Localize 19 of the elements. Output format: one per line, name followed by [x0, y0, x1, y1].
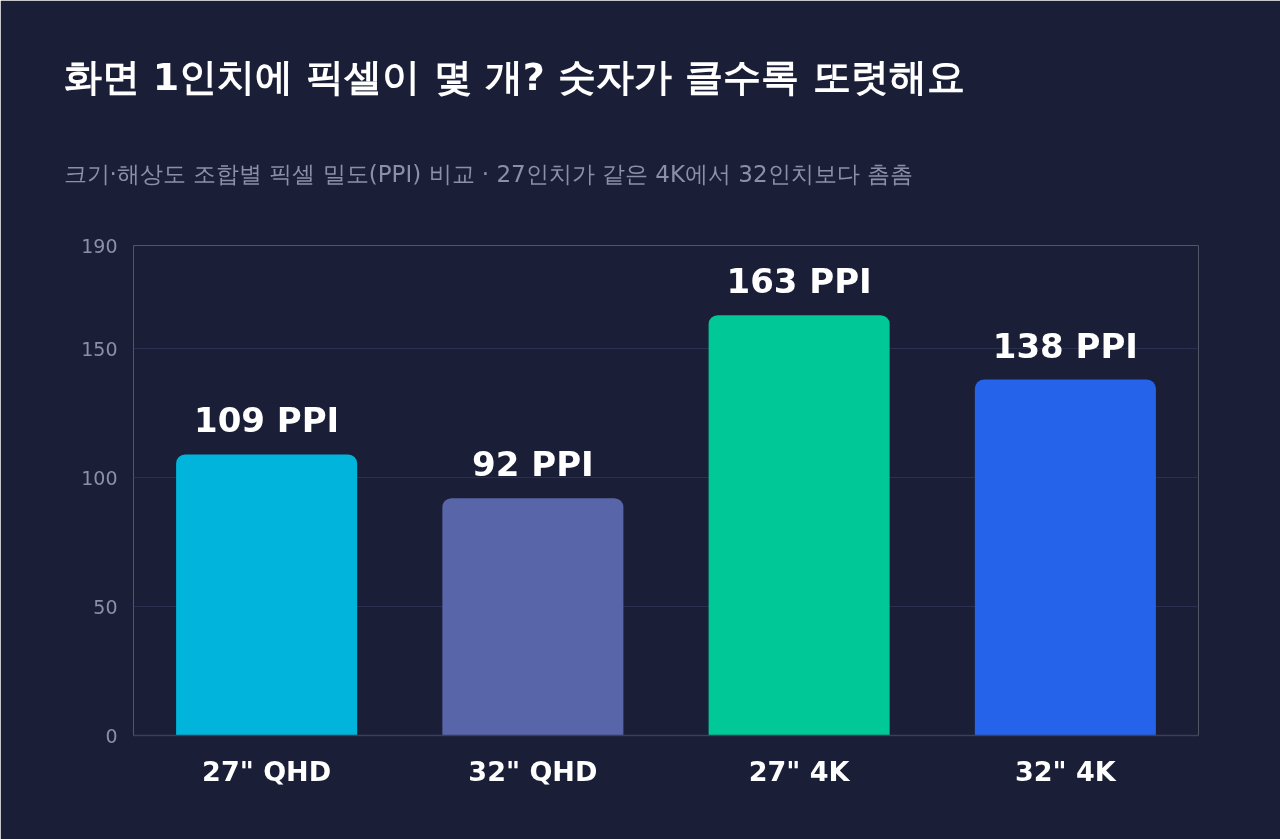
y-tick-label: 150: [81, 337, 118, 360]
x-tick-label: 27" QHD: [202, 755, 332, 787]
chart-title: 화면 1인치에 픽셀이 몇 개? 숫자가 클수록 또렷해요: [63, 54, 965, 99]
bar: [708, 315, 890, 736]
bar: [974, 379, 1156, 736]
data-label: 138 PPI: [992, 325, 1139, 366]
chart-subtitle: 크기·해상도 조합별 픽셀 밀도(PPI) 비교 · 27인치가 같은 4K에서 32인치보다 촘촘: [63, 160, 913, 187]
bar: [442, 498, 624, 736]
data-label: 109 PPI: [193, 400, 340, 441]
data-label: 163 PPI: [726, 261, 872, 302]
y-tick-label: 190: [81, 234, 118, 257]
data-label: 92 PPI: [472, 444, 594, 485]
x-tick-label: 32" QHD: [468, 755, 598, 787]
y-tick-label: 0: [105, 724, 118, 747]
x-tick-label: 32" 4K: [1015, 755, 1117, 787]
x-tick-label: 27" 4K: [748, 755, 851, 787]
bar: [176, 454, 358, 736]
y-tick-label: 50: [93, 595, 118, 618]
y-tick-label: 100: [81, 466, 118, 489]
